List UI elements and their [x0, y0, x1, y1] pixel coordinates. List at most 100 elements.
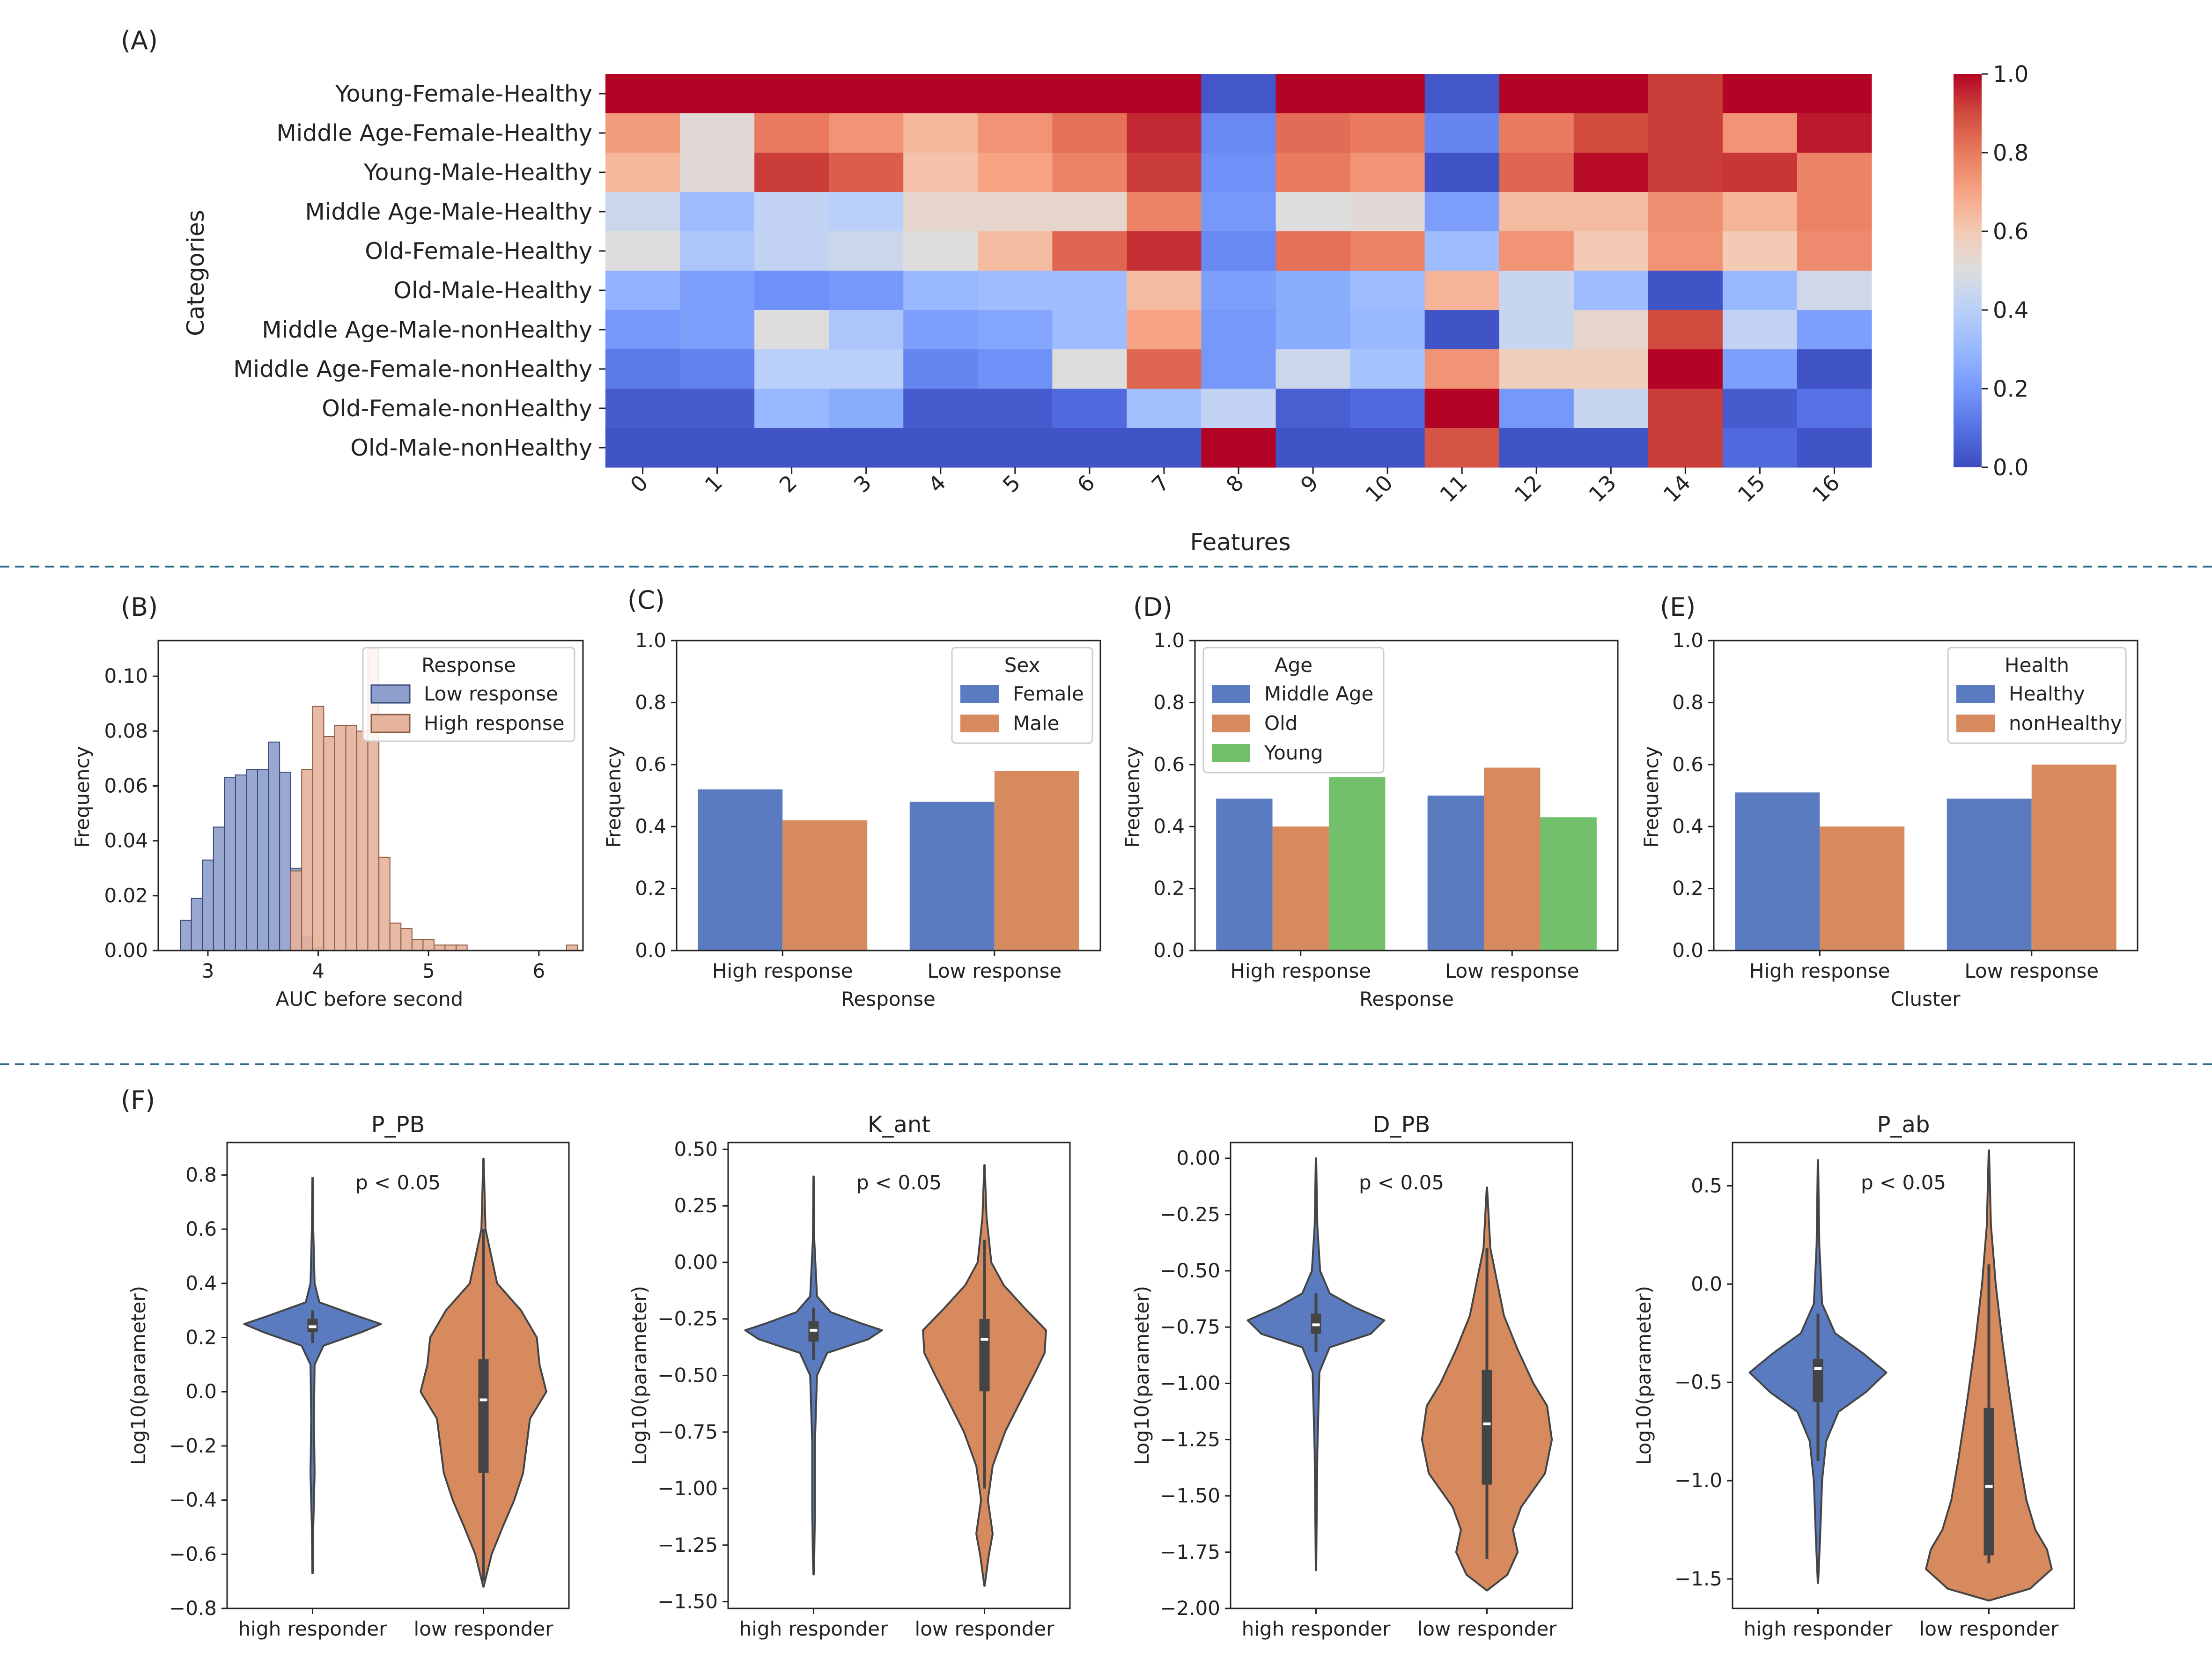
heatmap-cell: [1648, 192, 1723, 232]
heatmap-cell: [978, 74, 1053, 114]
violin-high-responder: [1246, 1157, 1386, 1571]
heatmap-cell: [1722, 153, 1798, 192]
heatmap-cell: [1722, 310, 1798, 350]
histogram-bar-low: [213, 826, 225, 951]
bar-y-tick-label: 0.0: [635, 939, 666, 962]
bar-nonhealthy: [1820, 826, 1905, 951]
histogram-bar-high: [301, 769, 313, 951]
bar-legend-box: [1202, 647, 1385, 774]
heatmap-chart: Young-Female-Healthy Middle Age-Female-He…: [233, 61, 2028, 507]
violin-iqr-box: [1813, 1358, 1823, 1402]
violin-high-responder: [744, 1175, 883, 1576]
violin-y-axis-label: Log10(parameter): [1632, 1286, 1655, 1465]
histogram-y-tick-label: 0.00: [104, 939, 148, 962]
heatmap-cell: [1201, 153, 1276, 192]
heatmap-cell: [1276, 231, 1351, 271]
histogram-bar-high: [444, 944, 457, 951]
heatmap-cell: [829, 192, 904, 232]
age-bar-x-axis-label: Response: [1359, 988, 1454, 1010]
heatmap-cell: [680, 389, 755, 428]
violin-y-tick-label: −1.75: [1160, 1541, 1220, 1563]
heatmap-cell: [1797, 231, 1872, 271]
violin-category-label: low responder: [1919, 1617, 2059, 1640]
histogram-legend-label: Low response: [424, 682, 558, 705]
bar-y-tick-label: 1.0: [1672, 629, 1703, 652]
heatmap-cell: [605, 349, 680, 389]
heatmap-cell: [978, 192, 1053, 232]
bar-middle-age: [1216, 798, 1273, 951]
heatmap-cell: [605, 389, 680, 428]
violin-frame: [226, 1142, 570, 1609]
histogram-bar-low: [180, 920, 192, 951]
violin-y-tick-label: 0.8: [185, 1163, 217, 1186]
bar-female: [909, 802, 995, 951]
heatmap-col-label: 2: [774, 470, 802, 498]
histogram-bar-high: [345, 725, 358, 951]
violin-category-label: high responder: [1242, 1617, 1391, 1640]
colorbar-tick-label: 0.2: [1993, 376, 2028, 402]
heatmap-cell: [1722, 113, 1798, 153]
heatmap-cell: [1127, 192, 1202, 232]
bar-y-tick-label: 1.0: [635, 629, 666, 652]
bar-legend-title: Age: [1275, 654, 1312, 677]
heatmap-cell: [1573, 428, 1649, 468]
bar-legend-label: Young: [1264, 741, 1323, 764]
violin-y-axis-label: Log10(parameter): [628, 1286, 651, 1465]
violin-y-tick-label: −0.25: [657, 1307, 718, 1330]
bar-legend-swatch: [1212, 744, 1250, 762]
heatmap-cell: [680, 349, 755, 389]
heatmap-cell: [1350, 192, 1425, 232]
heatmap-cell: [754, 113, 829, 153]
colorbar-tick-label: 0.4: [1993, 297, 2028, 324]
heatmap-cell: [1648, 389, 1723, 428]
heatmap-cell: [1127, 310, 1202, 350]
heatmap-cell: [1797, 153, 1872, 192]
bar-healthy: [1947, 798, 2032, 951]
heatmap-cell: [1052, 113, 1128, 153]
heatmap-cell: [1350, 310, 1425, 350]
heatmap-cell: [605, 310, 680, 350]
heatmap-col-label: 6: [1072, 470, 1100, 498]
violin-p-value-annotation: p < 0.05: [856, 1171, 942, 1194]
heatmap-cell: [605, 428, 680, 468]
heatmap-cell: [1573, 271, 1649, 310]
heatmap-cell: [1350, 428, 1425, 468]
heatmap-cell: [1052, 231, 1128, 271]
heatmap-cell: [978, 153, 1053, 192]
bar-y-tick-label: 0.8: [1153, 691, 1185, 714]
heatmap-cell: [1127, 271, 1202, 310]
colorbar-tick-label: 0.8: [1993, 140, 2028, 166]
violin-y-tick-label: −0.6: [169, 1542, 217, 1565]
heatmap-cell: [1052, 74, 1128, 114]
heatmap-cell: [1052, 153, 1128, 192]
heatmap-cell: [1424, 192, 1500, 232]
heatmap-cell: [1499, 349, 1574, 389]
heatmap-cell: [1276, 271, 1351, 310]
heatmap-cell: [605, 192, 680, 232]
heatmap-cell: [754, 271, 829, 310]
bar-y-tick-label: 0.6: [1153, 753, 1185, 776]
heatmap-cell: [1648, 153, 1723, 192]
bar-legend-swatch: [1956, 715, 1995, 732]
histogram-bar-high: [312, 706, 324, 951]
heatmap-cell: [1201, 428, 1276, 468]
heatmap-cell: [680, 113, 755, 153]
histogram-legend-swatch: [370, 684, 411, 704]
heatmap-cell: [1424, 389, 1500, 428]
violin-y-tick-label: −1.00: [1160, 1371, 1220, 1394]
heatmap-cell: [903, 389, 978, 428]
heatmap-row-label: Young-Male-Healthy: [363, 159, 592, 186]
heatmap-cell: [829, 310, 904, 350]
age-bar-chart: High response Low response 0.0 0.2 0.4 0.6 0.8…: [1153, 629, 1619, 982]
violin-p-value-annotation: p < 0.05: [355, 1171, 441, 1194]
bar-y-tick-label: 0.4: [1153, 815, 1185, 838]
violin-title: D_PB: [1373, 1112, 1430, 1138]
heatmap-cell: [1648, 271, 1723, 310]
heatmap-cell: [1127, 153, 1202, 192]
panel-label-b: (B): [121, 592, 158, 622]
heatmap-cell: [1722, 74, 1798, 114]
heatmap-cell: [903, 349, 978, 389]
heatmap-cell: [1797, 349, 1872, 389]
histogram-bar-high: [456, 944, 468, 951]
violin-y-tick-label: −1.5: [1674, 1567, 1722, 1590]
